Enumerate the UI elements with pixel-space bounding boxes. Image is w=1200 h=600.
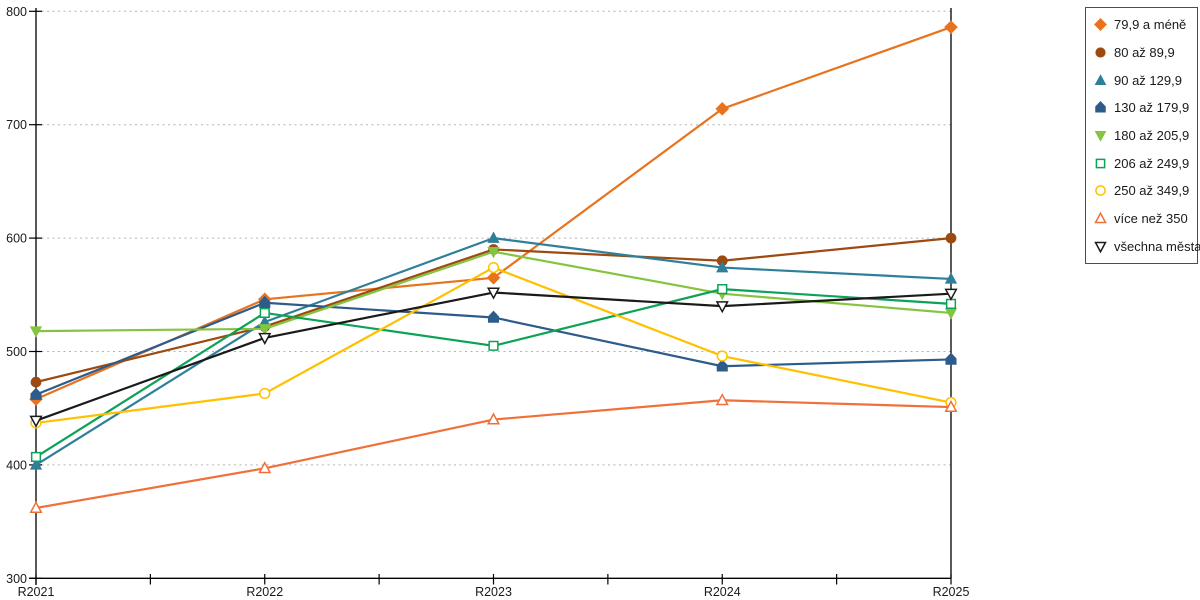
data-point-marker [715,393,729,406]
data-point-marker [259,307,270,319]
data-point-marker [717,284,728,295]
data-point-marker [486,412,501,425]
legend-item: 79,9 a méně [1093,17,1197,32]
legend-item-label: 90 až 129,9 [1114,72,1182,88]
data-point-marker [945,352,957,365]
data-point-marker [258,461,272,474]
legend-item: 90 až 129,9 [1093,73,1197,88]
legend-marker-icon [1094,73,1107,85]
data-point-marker [944,288,958,301]
data-point-marker [945,232,957,244]
legend-item-label: 80 až 89,9 [1114,44,1175,60]
data-point-marker [487,261,500,274]
data-point-marker [29,500,43,513]
data-point-marker [30,451,42,463]
legend-item-label: 180 až 205,9 [1114,127,1190,143]
data-point-marker [29,458,43,470]
data-point-marker [1094,211,1107,224]
y-tick-label: 300 [6,572,27,586]
data-point-marker [488,340,499,351]
legend-item-label: 250 až 349,9 [1114,183,1190,199]
series-line [34,237,953,384]
legend-marker-icon [1095,101,1106,113]
x-tick-label: R2025 [933,585,970,599]
legend-marker-icon [1094,211,1107,224]
data-point-marker [1095,185,1106,197]
data-point-marker [715,102,730,116]
data-point-marker [944,20,958,34]
legend-marker-icon [1094,241,1107,253]
data-point-marker [29,326,43,338]
data-point-marker [30,376,42,388]
y-tick-label: 600 [6,232,27,246]
data-point-marker [486,270,501,285]
data-point-marker [487,231,500,243]
data-point-marker [259,387,271,400]
y-tick-label: 400 [6,458,27,472]
data-point-marker [486,287,501,300]
legend-marker-icon [1094,18,1107,32]
data-point-marker [716,350,728,362]
legend-item-label: více než 350 [1114,210,1188,226]
chart-legend: 79,9 a méně 80 až 89,9 90 až 129,9 130 až 1… [1085,7,1200,264]
data-point-marker [1095,101,1106,113]
data-point-marker [944,399,958,413]
x-tick-label: R2024 [704,585,741,599]
data-point-marker [716,359,728,372]
legend-marker-icon [1095,185,1106,197]
legend-marker-icon [1094,130,1107,142]
legend-item: všechna města [1093,238,1200,254]
data-point-marker [944,272,958,284]
x-tick-label: R2023 [475,585,512,599]
data-point-marker [30,387,42,400]
legend-item: 250 až 349,9 [1093,183,1197,198]
data-point-marker [1094,241,1107,253]
data-point-marker [487,246,500,259]
data-point-marker [716,260,729,273]
x-tick-label: R2021 [18,585,55,599]
legend-item: 80 až 89,9 [1093,45,1197,60]
data-point-marker [1095,47,1106,58]
data-point-marker [1095,158,1106,168]
data-point-marker [487,310,500,323]
data-point-marker [1094,130,1107,142]
legend-item: 206 až 249,9 [1093,156,1197,171]
data-point-marker [29,415,43,428]
legend-item-label: 130 až 179,9 [1114,100,1190,116]
legend-item: 130 až 179,9 [1093,100,1197,115]
legend-item-label: 206 až 249,9 [1114,155,1190,171]
legend-item-label: všechna města [1114,238,1200,254]
y-tick-label: 800 [6,5,27,19]
legend-item: více než 350 [1093,211,1197,226]
y-tick-label: 700 [6,118,27,132]
legend-marker-icon [1095,158,1106,168]
y-tick-label: 500 [6,345,27,359]
x-tick-label: R2022 [246,585,283,599]
legend-item: 180 až 205,9 [1093,128,1197,143]
data-point-marker [259,295,271,309]
data-point-marker [258,324,271,336]
data-point-marker [945,298,957,309]
data-point-marker [258,332,272,346]
data-point-marker [1094,18,1107,32]
legend-marker-icon [1095,47,1106,58]
legend-item-label: 79,9 a méně [1114,17,1187,33]
data-point-marker [1094,73,1107,85]
data-point-marker [715,301,729,314]
